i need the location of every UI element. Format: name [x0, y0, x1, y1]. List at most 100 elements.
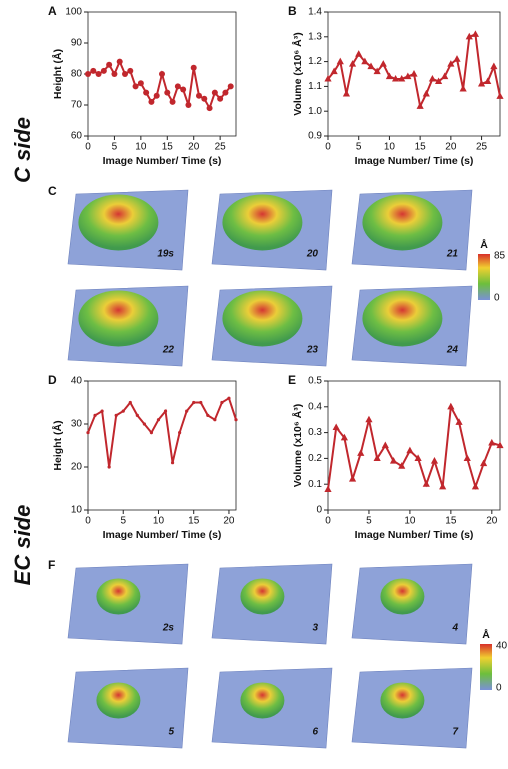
data-point	[185, 409, 189, 413]
x-tick-label: 5	[120, 516, 126, 527]
data-point	[206, 105, 213, 112]
afm-particle	[96, 578, 141, 615]
data-point	[159, 71, 165, 77]
x-axis-label: Image Number/ Time (s)	[103, 155, 222, 167]
afm-particle	[380, 578, 425, 615]
y-tick-label: 80	[71, 69, 83, 80]
data-point	[90, 67, 97, 74]
afm-particle	[362, 194, 443, 251]
x-tick-label: 5	[356, 142, 362, 153]
frame-label: 21	[446, 249, 459, 260]
data-point	[100, 67, 107, 74]
data-point	[100, 409, 104, 413]
afm-particle	[222, 290, 303, 347]
data-point	[439, 482, 447, 490]
frame-label: 23	[306, 345, 319, 356]
data-point	[114, 413, 118, 417]
data-point	[398, 462, 406, 469]
data-point	[463, 454, 471, 461]
data-point	[143, 89, 150, 96]
y-tick-label: 1.2	[308, 56, 322, 67]
x-tick-label: 10	[135, 142, 147, 153]
y-tick-label: 40	[71, 376, 83, 387]
data-point	[410, 70, 418, 77]
y-tick-label: 1.3	[308, 31, 322, 42]
data-point	[453, 55, 461, 62]
y-tick-label: 60	[71, 131, 83, 142]
data-point	[217, 95, 224, 102]
side-label: C side	[10, 117, 35, 183]
data-point	[222, 89, 229, 96]
x-axis-label: Image Number/ Time (s)	[355, 529, 474, 541]
afm-particle	[380, 682, 425, 719]
data-point	[227, 83, 234, 90]
colorbar-max: 40	[496, 641, 508, 652]
data-point	[398, 74, 406, 82]
frame-label: 4	[451, 623, 458, 634]
data-point	[404, 72, 412, 80]
data-point	[234, 418, 238, 422]
x-tick-label: 20	[223, 516, 235, 527]
data-point	[434, 77, 443, 85]
y-tick-label: 0.4	[308, 401, 322, 412]
x-axis-label: Image Number/ Time (s)	[103, 529, 222, 541]
data-point	[164, 89, 171, 96]
data-point	[169, 98, 176, 105]
x-tick-label: 0	[85, 516, 91, 527]
data-point	[496, 92, 504, 99]
data-point	[107, 465, 111, 469]
x-tick-label: 0	[85, 142, 91, 153]
side-label: EC side	[10, 505, 35, 586]
data-point	[149, 431, 154, 435]
data-point	[163, 409, 168, 413]
data-point	[365, 415, 373, 423]
data-point	[220, 400, 224, 405]
data-point	[213, 418, 217, 422]
frame-label: 20	[306, 249, 319, 260]
data-point	[178, 431, 182, 435]
frame-label: 24	[446, 345, 459, 356]
data-point	[192, 400, 196, 405]
colorbar-min: 0	[496, 683, 502, 694]
y-tick-label: 1.4	[308, 7, 322, 18]
data-point	[174, 83, 181, 90]
y-tick-label: 0.2	[308, 453, 322, 464]
y-tick-label: 100	[65, 7, 82, 18]
data-line	[327, 403, 501, 491]
data-point	[480, 459, 488, 467]
data-point	[422, 89, 430, 97]
y-tick-label: 90	[71, 38, 83, 49]
colorbar-unit: Å	[480, 238, 488, 251]
data-point	[128, 400, 132, 405]
y-axis-label: Volume (x10⁶ Å³)	[291, 32, 304, 115]
x-tick-label: 25	[215, 142, 227, 153]
data-point	[490, 62, 498, 70]
panel-label: A	[48, 4, 57, 18]
data-point	[180, 86, 187, 93]
y-tick-label: 30	[71, 419, 83, 430]
data-point	[106, 61, 113, 68]
afm-particle	[362, 290, 443, 347]
plot-frame	[327, 380, 501, 511]
data-point	[116, 58, 123, 65]
data-point	[330, 67, 338, 75]
x-tick-label: 20	[445, 142, 457, 153]
colorbar	[478, 254, 490, 300]
x-tick-label: 20	[188, 142, 200, 153]
afm-particle	[96, 682, 141, 719]
frame-label: 19s	[157, 249, 174, 260]
data-point	[201, 95, 208, 102]
data-point	[85, 71, 91, 77]
data-point	[430, 456, 439, 464]
data-line	[87, 396, 237, 468]
data-point	[199, 400, 203, 405]
data-point	[406, 446, 414, 454]
x-tick-label: 0	[325, 516, 331, 527]
y-tick-label: 0.5	[308, 376, 322, 387]
data-point	[122, 71, 128, 77]
x-tick-label: 5	[112, 142, 118, 153]
data-point	[153, 92, 160, 99]
data-point	[455, 418, 463, 425]
y-axis-label: Height (Å)	[51, 49, 64, 99]
